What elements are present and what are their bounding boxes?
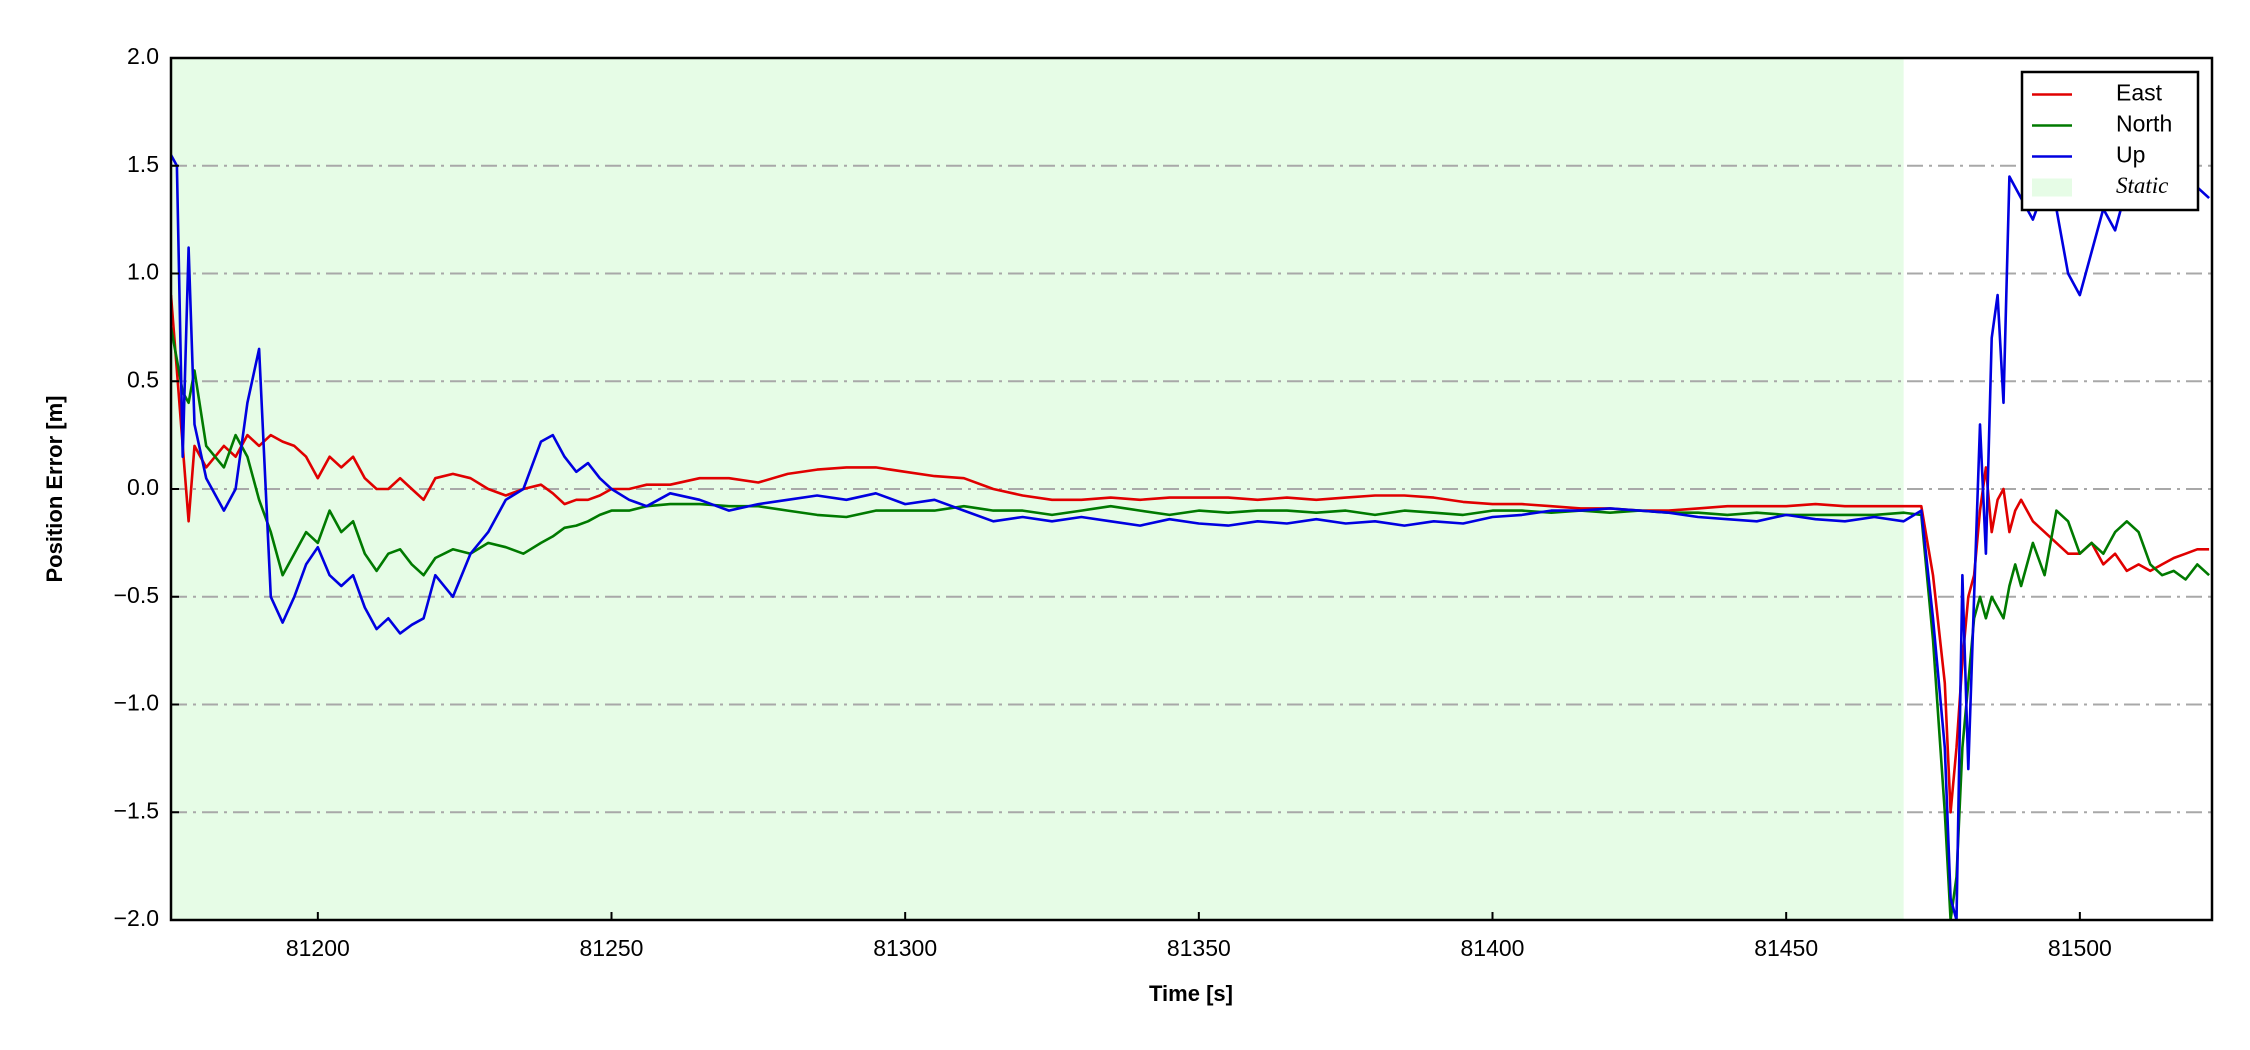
y-tick-label: 1.5: [127, 151, 159, 177]
series-line: [171, 154, 2210, 920]
y-tick-label: 1.0: [127, 259, 159, 285]
series-line: [171, 327, 2210, 920]
x-tick-label: 81350: [1167, 935, 1231, 961]
plot-lines: [171, 154, 2210, 920]
y-tick-label: −1.0: [114, 690, 159, 716]
y-tick-label: −0.5: [114, 582, 159, 608]
x-tick-label: 81500: [2048, 935, 2112, 961]
x-tick-label: 81200: [286, 935, 350, 961]
x-tick-label: 81300: [873, 935, 937, 961]
series-line: [171, 294, 2210, 814]
y-tick-label: 0.0: [127, 474, 159, 500]
legend-label: East: [2116, 80, 2163, 106]
x-axis-label: Time [s]: [1149, 981, 1233, 1006]
y-tick-label: −2.0: [114, 905, 159, 931]
legend: East North Up Static: [2020, 70, 2200, 212]
x-tick-label: 81450: [1754, 935, 1818, 961]
y-tick-label: 0.5: [127, 366, 159, 392]
legend-label: Up: [2116, 142, 2145, 168]
legend-label: Static: [2116, 173, 2168, 198]
y-axis-label: Position Error [m]: [42, 395, 67, 582]
legend-label: North: [2116, 111, 2172, 137]
axes: −2.0 −1.5 −1.0 −0.5 0.0 0.5 1.0 1.5 2.0 81200 8125…: [114, 43, 2112, 961]
x-tick-label: 81400: [1461, 935, 1525, 961]
y-tick-label: −1.5: [114, 797, 159, 823]
legend-swatch: [2032, 178, 2072, 197]
x-tick-label: 81250: [580, 935, 644, 961]
y-tick-label: 2.0: [127, 43, 159, 69]
